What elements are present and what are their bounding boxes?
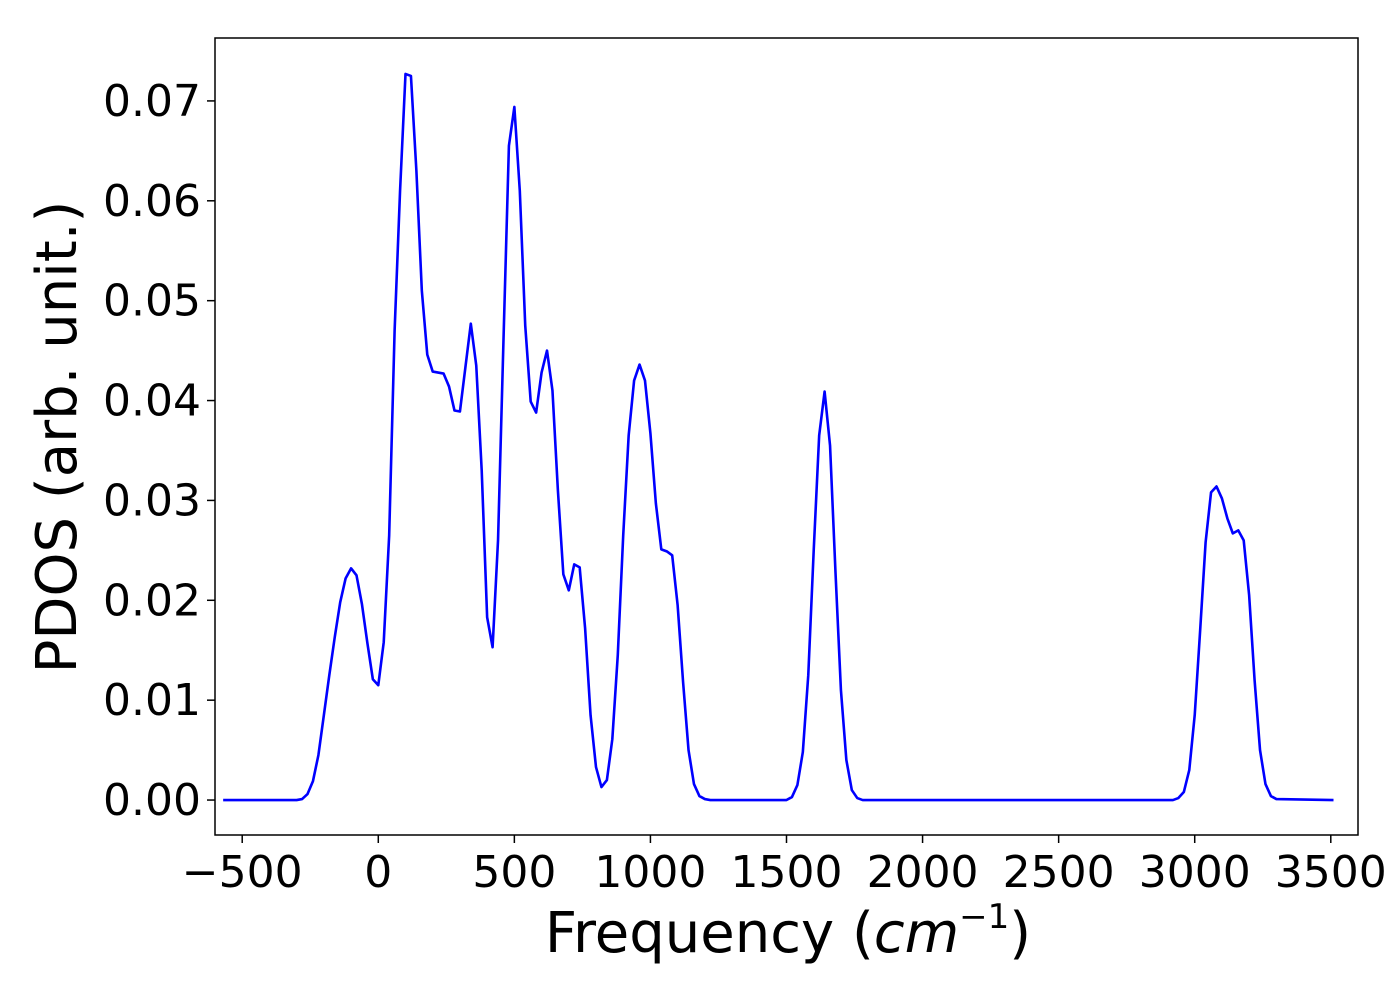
x-tick-label: 1000	[594, 847, 706, 898]
y-tick-label: 0.07	[103, 76, 201, 127]
plot-frame	[214, 37, 1359, 836]
y-tick-label: 0.02	[103, 575, 201, 626]
x-axis: −500 0 500 1000 1500 2000 2500 3000 3500	[182, 835, 1387, 898]
series-line	[223, 72, 1334, 802]
x-tick-label: 1500	[731, 847, 843, 898]
y-tick-label: 0.00	[103, 775, 201, 826]
x-axis-label: Frequency (cm−1)	[545, 897, 1031, 966]
x-tick-label: 0	[364, 847, 392, 898]
x-tick-label: 2500	[1003, 847, 1115, 898]
x-tick-label: 2000	[867, 847, 979, 898]
x-tick-label: 500	[472, 847, 556, 898]
x-tick-label: −500	[182, 847, 303, 898]
x-tick-label: 3500	[1275, 847, 1387, 898]
y-axis: 0.00 0.01 0.02 0.03 0.04 0.05 0.06 0.07	[103, 76, 215, 826]
y-tick-label: 0.03	[103, 475, 201, 526]
y-tick-label: 0.04	[103, 376, 201, 427]
x-tick-label: 3000	[1139, 847, 1251, 898]
y-axis-label: PDOS (arb. unit.)	[25, 201, 90, 674]
y-tick-label: 0.05	[103, 276, 201, 327]
y-tick-label: 0.01	[103, 675, 201, 726]
y-tick-label: 0.06	[103, 176, 201, 227]
